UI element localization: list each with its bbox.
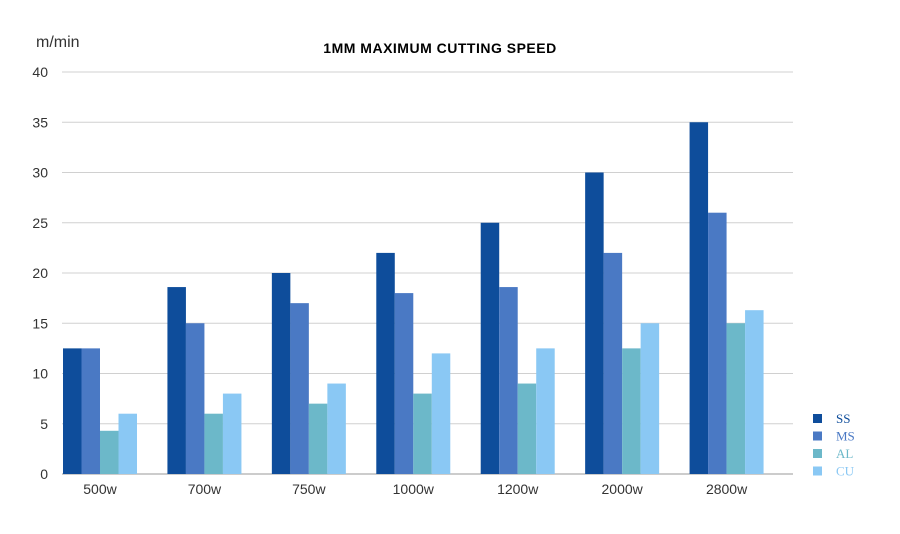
legend-label-ss: SS <box>836 411 850 426</box>
y-tick-label: 35 <box>32 114 48 130</box>
legend-swatch-ms <box>813 431 822 441</box>
bar-ss-1000w <box>376 252 395 474</box>
x-tick-label: 750w <box>292 481 326 497</box>
y-tick-label: 30 <box>32 165 48 181</box>
bar-cu-2000w <box>640 323 660 474</box>
y-tick-label: 5 <box>40 416 48 432</box>
bar-ms-2000w <box>603 252 623 474</box>
x-tick-label: 500w <box>83 481 117 497</box>
bar-ms-700w <box>185 323 205 474</box>
bar-ss-2000w <box>585 172 604 474</box>
x-tick-label: 2800w <box>706 481 748 497</box>
bar-cu-1200w <box>536 348 555 474</box>
y-tick-label: 10 <box>32 366 48 382</box>
y-axis-unit-label: m/min <box>36 34 80 51</box>
bar-al-700w <box>204 413 223 474</box>
bar-ss-750w <box>271 273 291 474</box>
x-tick-label: 1000w <box>393 481 435 497</box>
legend-swatch-ss <box>813 414 822 423</box>
y-tick-label: 40 <box>32 64 48 80</box>
bar-ms-750w <box>290 303 309 474</box>
bar-al-2000w <box>622 348 641 474</box>
bar-cu-2800w <box>745 310 764 474</box>
x-tick-label: 2000w <box>602 481 644 497</box>
bar-cu-1000w <box>431 353 451 474</box>
bar-ms-1000w <box>394 293 414 474</box>
bar-cu-750w <box>327 383 346 474</box>
bar-ms-1200w <box>499 287 518 474</box>
bar-ms-2800w <box>708 212 727 474</box>
bar-ss-500w <box>63 348 82 474</box>
bar-ss-700w <box>167 287 186 474</box>
bar-cu-500w <box>118 413 137 474</box>
bar-ss-1200w <box>480 222 500 474</box>
x-tick-label: 700w <box>188 481 222 497</box>
y-tick-label: 0 <box>40 466 48 482</box>
legend-label-al: AL <box>836 446 853 461</box>
bar-ss-2800w <box>689 122 709 474</box>
bar-al-1000w <box>413 393 432 474</box>
y-tick-label: 25 <box>32 215 48 231</box>
y-tick-label: 15 <box>32 315 48 331</box>
bar-al-1200w <box>517 383 537 474</box>
legend-label-ms: MS <box>836 429 855 444</box>
legend-swatch-cu <box>813 466 822 476</box>
legend-swatch-al <box>813 449 822 458</box>
bar-al-500w <box>100 430 119 474</box>
bar-al-2800w <box>726 323 746 474</box>
bar-al-750w <box>308 403 328 474</box>
bar-ms-500w <box>81 348 100 474</box>
y-tick-label: 20 <box>32 265 48 281</box>
chart-title: 1MM MAXIMUM CUTTING SPEED <box>323 40 557 56</box>
legend-label-cu: CU <box>836 464 855 479</box>
x-tick-label: 1200w <box>497 481 539 497</box>
bar-cu-700w <box>222 393 242 474</box>
